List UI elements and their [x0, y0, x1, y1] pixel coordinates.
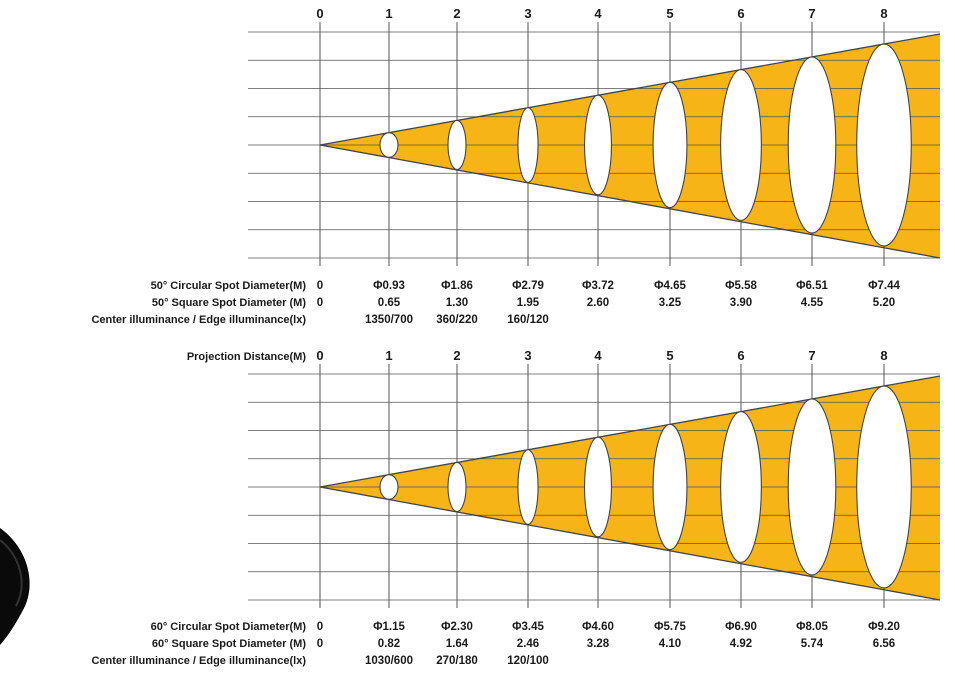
spot-ellipse-3 — [517, 107, 539, 183]
row-2-value-3: 120/100 — [507, 655, 549, 667]
row-0-value-3: Φ2.79 — [512, 280, 544, 292]
row-0-value-7: Φ6.51 — [796, 280, 828, 292]
row-1-value-3: 1.95 — [517, 297, 540, 309]
row-1-value-3: 2.46 — [517, 638, 539, 650]
distance-label-4: 4 — [594, 348, 602, 363]
spot-ellipse-4 — [584, 94, 612, 196]
row-0-value-5: Φ4.65 — [654, 280, 686, 292]
row-label-0: 50° Circular Spot Diameter(M) — [151, 280, 307, 292]
row-label-2: Center illuminance / Edge illuminance(lx… — [91, 314, 306, 326]
row-0-value-8: Φ7.44 — [868, 280, 900, 292]
row-1-value-6: 4.92 — [730, 638, 752, 650]
distance-label-7: 7 — [808, 348, 815, 363]
spot-ellipse-6 — [720, 411, 762, 563]
row-2-value-2: 270/180 — [436, 655, 478, 667]
row-0-value-3: Φ3.45 — [512, 621, 544, 633]
row-0-value-1: Φ1.15 — [373, 621, 405, 633]
row-1-value-0: 0 — [317, 638, 323, 650]
row-1-value-8: 6.56 — [873, 638, 895, 650]
distance-label-8: 8 — [880, 348, 887, 363]
beam-cone — [320, 34, 940, 258]
diagram-beam-50: 0 1 2 3 4 5 6 7 8 50° Circular Spot Diameter(M) 0 Φ… — [91, 6, 941, 326]
distance-label-2: 2 — [453, 348, 460, 363]
distance-label-7: 7 — [808, 6, 815, 21]
row-2-value-2: 360/220 — [436, 314, 478, 326]
row-1-value-5: 3.25 — [659, 297, 682, 309]
row-0-value-5: Φ5.75 — [654, 621, 686, 633]
row-1-value-2: 1.64 — [446, 638, 469, 650]
row-2-value-1: 1030/600 — [365, 655, 413, 667]
spot-ellipse-8 — [856, 385, 912, 589]
projection-distance-label: Projection Distance(M) — [187, 351, 307, 363]
distance-label-3: 3 — [524, 348, 531, 363]
row-1-value-7: 4.55 — [801, 297, 824, 309]
row-0-value-0: 0 — [317, 621, 323, 633]
distance-label-2: 2 — [453, 6, 460, 21]
row-label-0: 60° Circular Spot Diameter(M) — [151, 621, 307, 633]
spot-ellipse-7 — [787, 56, 837, 234]
distance-label-5: 5 — [666, 6, 673, 21]
distance-label-5: 5 — [666, 348, 673, 363]
row-1-value-0: 0 — [317, 297, 323, 309]
row-0-value-7: Φ8.05 — [796, 621, 828, 633]
row-1-value-2: 1.30 — [446, 297, 468, 309]
row-0-value-2: Φ2.30 — [441, 621, 473, 633]
distance-label-8: 8 — [880, 6, 887, 21]
lamp-body-shape — [0, 528, 30, 645]
distance-label-6: 6 — [737, 348, 744, 363]
distance-label-4: 4 — [594, 6, 602, 21]
distance-label-1: 1 — [385, 6, 392, 21]
distance-label-0: 0 — [316, 6, 323, 21]
row-1-value-6: 3.90 — [730, 297, 752, 309]
row-1-value-5: 4.10 — [659, 638, 681, 650]
row-1-value-8: 5.20 — [873, 297, 895, 309]
distance-label-3: 3 — [524, 6, 531, 21]
row-0-value-1: Φ0.93 — [373, 280, 405, 292]
spot-ellipse-5 — [652, 81, 688, 209]
spot-ellipse-6 — [720, 69, 762, 221]
spot-ellipse-2 — [447, 461, 467, 513]
spot-ellipse-4 — [584, 436, 612, 538]
row-0-value-8: Φ9.20 — [868, 621, 900, 633]
spot-ellipse-1 — [379, 474, 399, 500]
row-1-value-1: 0.65 — [378, 297, 401, 309]
row-1-value-7: 5.74 — [801, 638, 824, 650]
beam-edge-lower — [319, 144, 941, 259]
beam-cone — [320, 376, 940, 600]
row-2-value-1: 1350/700 — [365, 314, 413, 326]
row-label-2: Center illuminance / Edge illuminance(lx… — [91, 655, 306, 667]
spot-ellipse-2 — [447, 119, 467, 171]
row-0-value-0: 0 — [317, 280, 323, 292]
diagram-beam-60: 0 1 2 3 4 5 6 7 8 Projection Distance(M) 60° Circu… — [91, 348, 941, 667]
distance-label-6: 6 — [737, 6, 744, 21]
lamp-body-highlight — [0, 539, 23, 607]
beam-edge-upper — [319, 33, 941, 146]
spot-ellipse-1 — [379, 132, 399, 158]
row-0-value-4: Φ3.72 — [582, 280, 614, 292]
spot-ellipse-8 — [856, 43, 912, 247]
row-0-value-6: Φ5.58 — [725, 280, 757, 292]
row-label-1: 60° Square Spot Diameter (M) — [152, 638, 306, 650]
spot-ellipse-5 — [652, 423, 688, 551]
spot-ellipse-3 — [517, 449, 539, 525]
beam-edge-upper — [319, 375, 941, 488]
row-0-value-2: Φ1.86 — [441, 280, 473, 292]
distance-label-0: 0 — [316, 348, 323, 363]
spot-ellipse-7 — [787, 398, 837, 576]
row-0-value-6: Φ6.90 — [725, 621, 757, 633]
row-1-value-4: 2.60 — [587, 297, 609, 309]
row-1-value-4: 3.28 — [587, 638, 610, 650]
row-0-value-4: Φ4.60 — [582, 621, 614, 633]
row-1-value-1: 0.82 — [378, 638, 400, 650]
beam-edge-lower — [319, 486, 941, 601]
row-2-value-3: 160/120 — [507, 314, 549, 326]
row-label-1: 50° Square Spot Diameter (M) — [152, 297, 306, 309]
distance-label-1: 1 — [385, 348, 392, 363]
